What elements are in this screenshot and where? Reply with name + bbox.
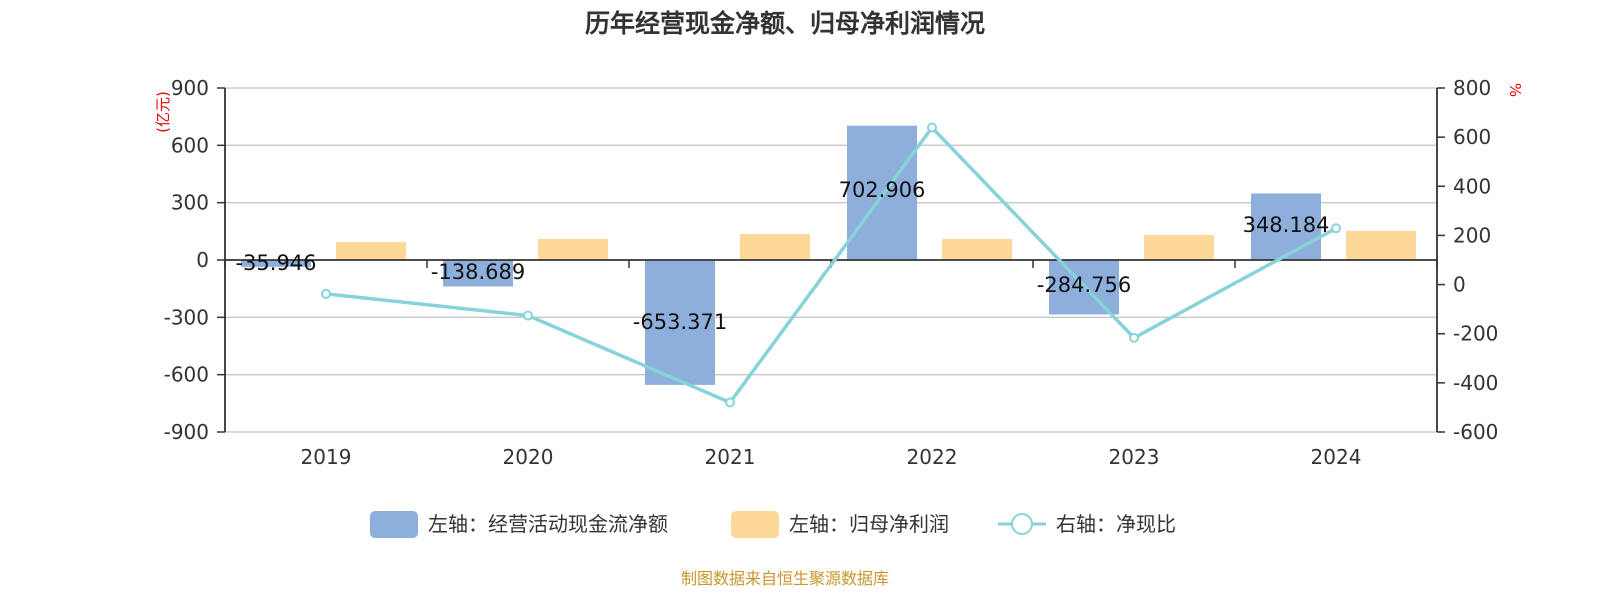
x-axis-tick-label: 2022 bbox=[907, 445, 958, 469]
ratio-point bbox=[1129, 332, 1139, 343]
chart-title: 历年经营现金净额、归母净利润情况 bbox=[585, 9, 985, 38]
cashflow-bar bbox=[1251, 193, 1321, 260]
profit-bar bbox=[1346, 230, 1416, 260]
profit-bar bbox=[538, 238, 608, 260]
legend-label-cashflow[interactable]: 左轴：经营活动现金流净额 bbox=[428, 512, 668, 536]
legend-swatch-cashflow bbox=[370, 511, 418, 538]
right-axis-tick-label: 400 bbox=[1453, 174, 1491, 198]
right-axis-tick-label: 0 bbox=[1453, 273, 1466, 297]
ratio-line bbox=[325, 124, 1337, 405]
left-axis-tick-label: -600 bbox=[164, 363, 209, 387]
x-axis-tick-label: 2021 bbox=[705, 445, 756, 469]
cashflow-bar bbox=[241, 260, 311, 267]
ratio-point bbox=[523, 310, 533, 321]
cashflow-bar bbox=[443, 260, 513, 287]
ratio-point bbox=[1331, 223, 1341, 234]
left-axis-tick-label: 0 bbox=[196, 248, 209, 272]
x-axis-tick-label: 2020 bbox=[503, 445, 554, 469]
profit-bar bbox=[1144, 234, 1214, 260]
right-axis-unit: % bbox=[1506, 83, 1524, 97]
footer-source: 制图数据来自恒生聚源数据库 bbox=[681, 569, 889, 588]
x-axis-tick-label: 2024 bbox=[1311, 445, 1362, 469]
ratio-point bbox=[321, 288, 331, 299]
profit-bar bbox=[942, 238, 1012, 260]
legend-swatch-ratio-marker bbox=[1011, 513, 1033, 535]
x-axis-tick-label: 2023 bbox=[1109, 445, 1160, 469]
legend-swatch-profit bbox=[731, 511, 779, 538]
cashflow-data-label: 348.184 bbox=[1243, 213, 1330, 237]
cashflow-bar bbox=[645, 260, 715, 385]
right-axis-tick-label: -200 bbox=[1453, 322, 1498, 346]
left-axis-tick-label: 600 bbox=[171, 133, 209, 157]
ratio-point bbox=[927, 122, 937, 133]
right-axis-tick-label: 800 bbox=[1453, 76, 1491, 100]
legend-label-profit[interactable]: 左轴：归母净利润 bbox=[789, 512, 949, 536]
legend: 左轴：经营活动现金流净额 左轴：归母净利润 右轴：净现比 bbox=[370, 511, 1176, 538]
cashflow-data-label: -653.371 bbox=[633, 310, 727, 334]
right-axis-tick-label: -400 bbox=[1453, 371, 1498, 395]
left-axis-tick-label: 900 bbox=[171, 76, 209, 100]
right-axis-tick-label: 200 bbox=[1453, 223, 1491, 247]
right-axis-tick-label: 600 bbox=[1453, 125, 1491, 149]
left-axis-unit: (亿元) bbox=[154, 91, 172, 133]
right-axis-tick-label: -600 bbox=[1453, 420, 1498, 444]
left-axis-tick-label: -300 bbox=[164, 305, 209, 329]
x-axis-tick-label: 2019 bbox=[301, 445, 352, 469]
cashflow-data-label: -138.689 bbox=[431, 260, 525, 284]
cashflow-data-label: -35.946 bbox=[235, 251, 316, 275]
ratio-point bbox=[725, 397, 735, 408]
profit-bar bbox=[740, 234, 810, 260]
left-axis-tick-label: -900 bbox=[164, 420, 209, 444]
left-axis-tick-label: 300 bbox=[171, 191, 209, 215]
legend-label-ratio[interactable]: 右轴：净现比 bbox=[1056, 512, 1176, 536]
cashflow-data-label: -284.756 bbox=[1037, 273, 1131, 297]
cashflow-data-label: 702.906 bbox=[839, 178, 926, 202]
profit-bar bbox=[336, 242, 406, 260]
